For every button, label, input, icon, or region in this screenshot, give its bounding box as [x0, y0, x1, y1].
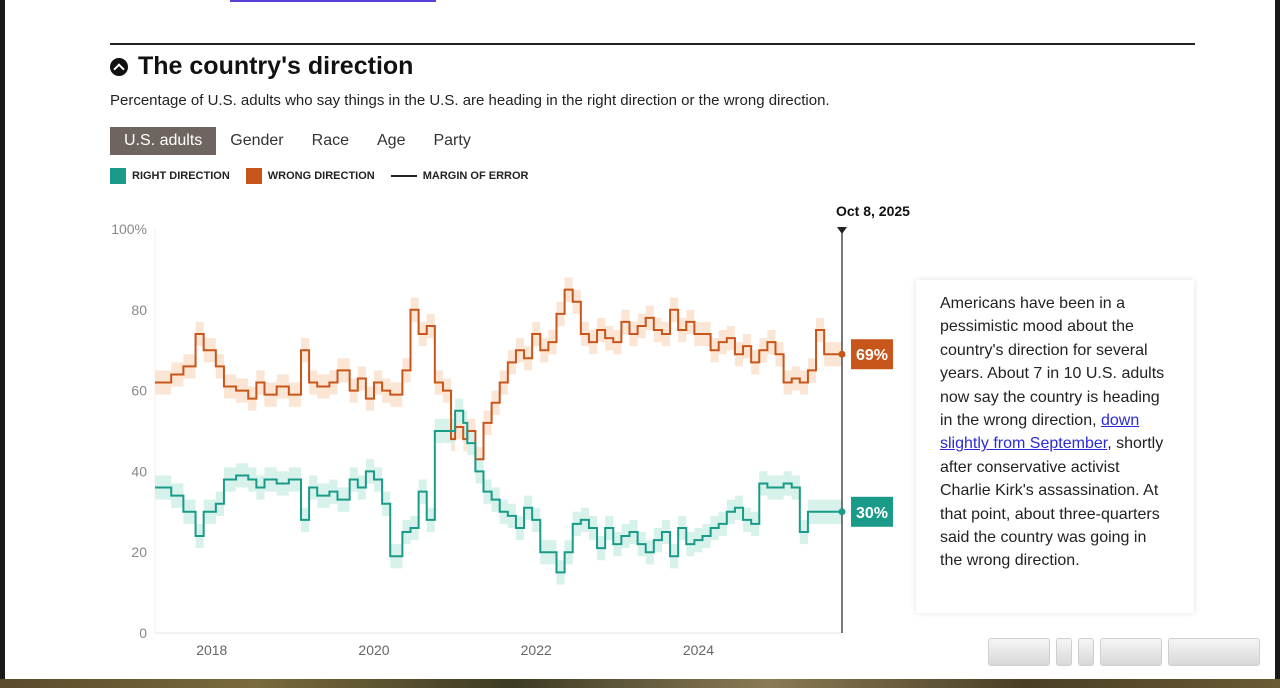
- y-tick-label: 80: [131, 302, 147, 318]
- date-marker-triangle: [837, 227, 847, 234]
- watermark-logo: [955, 636, 1260, 668]
- legend-wrong-label: WRONG DIRECTION: [267, 170, 375, 182]
- tab-us-adults[interactable]: U.S. adults: [110, 127, 217, 155]
- date-marker-label: Oct 8, 2025: [836, 203, 910, 219]
- annotation-box: Americans have been in a pessimistic moo…: [916, 280, 1194, 613]
- annotation-text-before: Americans have been in a pessimistic moo…: [940, 295, 1165, 430]
- right-end-label: 30%: [856, 505, 888, 522]
- tab-race[interactable]: Race: [311, 132, 349, 149]
- chart-subtitle: Percentage of U.S. adults who say things…: [110, 92, 830, 109]
- wrong-swatch: [245, 168, 262, 184]
- x-tick-label: 2022: [521, 642, 552, 658]
- y-tick-label: 60: [131, 383, 147, 399]
- legend-wrong-direction: WRONG DIRECTION: [245, 168, 375, 184]
- right-frame-edge: [1275, 0, 1280, 688]
- right-swatch: [110, 168, 126, 184]
- left-frame-edge: [0, 0, 5, 688]
- x-tick-label: 2024: [683, 642, 714, 658]
- legend-right-direction: RIGHT DIRECTION: [110, 168, 230, 184]
- tab-party[interactable]: Party: [433, 132, 471, 149]
- right-end-dot: [838, 508, 846, 516]
- x-tick-label: 2018: [196, 642, 227, 658]
- top-link-underline[interactable]: [230, 0, 436, 2]
- wrong-direction-line: [155, 288, 842, 461]
- section-rule: [110, 43, 1195, 45]
- annotation-link[interactable]: down slightly from September: [940, 412, 1140, 453]
- x-tick-label: 2020: [358, 642, 389, 658]
- moe-swatch: [390, 175, 417, 177]
- tab-age[interactable]: Age: [377, 132, 406, 149]
- y-tick-label: 0: [139, 625, 147, 641]
- right-direction-moe-band: [155, 398, 842, 585]
- y-tick-label: 100%: [111, 221, 147, 237]
- y-tick-label: 40: [131, 463, 147, 479]
- title-row: The country's direction: [110, 52, 413, 81]
- wrong-end-badge: [851, 339, 893, 370]
- chart-title: The country's direction: [138, 52, 414, 80]
- wrong-end-dot: [838, 350, 846, 358]
- legend-right-label: RIGHT DIRECTION: [132, 170, 230, 182]
- right-direction-line: [155, 409, 842, 574]
- wrong-direction-moe-band: [155, 277, 842, 472]
- annotation-text-after: , shortly after conservative activist Ch…: [940, 435, 1164, 570]
- collapse-chevron-icon[interactable]: [110, 57, 128, 76]
- tab-gender[interactable]: Gender: [230, 132, 284, 149]
- y-tick-label: 20: [131, 544, 147, 560]
- right-end-badge: [851, 496, 893, 527]
- legend-moe-label: MARGIN OF ERROR: [422, 170, 529, 182]
- bottom-photo-strip: [0, 679, 1280, 688]
- chart-legend: RIGHT DIRECTION WRONG DIRECTION MARGIN O…: [110, 168, 528, 184]
- wrong-end-label: 69%: [856, 347, 888, 364]
- legend-margin-of-error: MARGIN OF ERROR: [390, 170, 529, 182]
- group-tabs: U.S. adults Gender Race Age Party: [110, 127, 485, 155]
